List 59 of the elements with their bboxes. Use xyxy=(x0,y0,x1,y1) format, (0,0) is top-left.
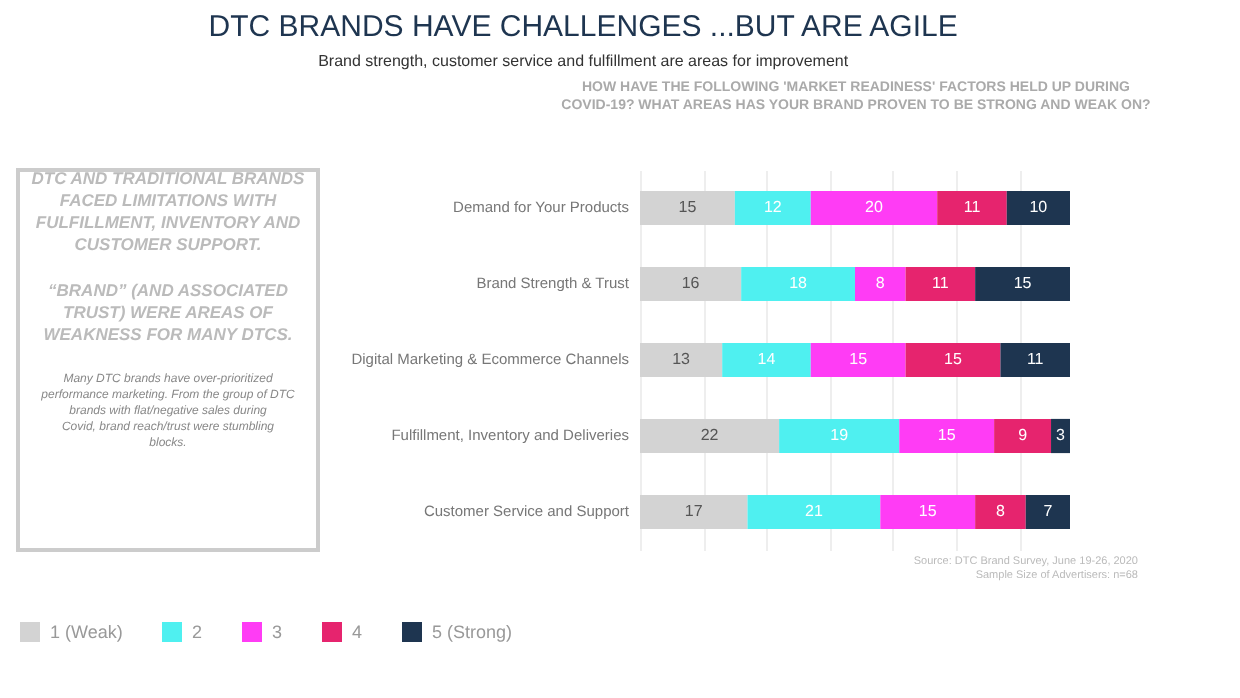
bar xyxy=(905,342,1001,378)
chart-title: DTC BRANDS HAVE CHALLENGES ...BUT ARE AGILE xyxy=(208,10,958,44)
bar xyxy=(905,266,976,302)
data-label: 10 xyxy=(1029,198,1049,216)
bar xyxy=(747,494,881,530)
legend-label: 5 (Strong) xyxy=(432,622,513,642)
bar xyxy=(734,190,811,226)
data-label: 21 xyxy=(804,502,824,520)
data-label: 15 xyxy=(918,502,938,520)
data-label: 11 xyxy=(963,198,982,216)
data-label: 8 xyxy=(995,502,1006,520)
data-label: 12 xyxy=(763,198,783,216)
bar xyxy=(1000,342,1070,378)
data-label: 7 xyxy=(1043,502,1054,520)
bar xyxy=(994,418,1052,454)
data-label: 22 xyxy=(700,426,720,444)
bar xyxy=(722,342,811,378)
data-label: 18 xyxy=(789,274,809,292)
data-label: 19 xyxy=(830,426,850,444)
legend-label: 3 xyxy=(272,622,283,642)
data-label: 11 xyxy=(932,274,950,292)
data-label: 15 xyxy=(944,350,964,368)
legend-label: 2 xyxy=(192,622,203,642)
text: “BRAND” (AND ASSOCIATED TRUST) WERE AREAS OF WEAKNESS FOR MANY DTCS. xyxy=(43,280,293,344)
data-label: 11 xyxy=(1026,350,1045,368)
bar xyxy=(640,342,723,378)
data-label: 13 xyxy=(672,350,692,368)
bar xyxy=(640,494,748,530)
data-label: 9 xyxy=(1018,426,1029,444)
data-label: 15 xyxy=(937,426,957,444)
bar xyxy=(899,418,995,454)
bar xyxy=(640,266,742,302)
data-label: 15 xyxy=(849,350,869,368)
bar xyxy=(1051,418,1070,454)
bar xyxy=(975,494,1026,530)
data-label: 17 xyxy=(684,502,704,520)
legend-label: 4 xyxy=(352,622,363,642)
data-label: 20 xyxy=(865,198,884,216)
bar xyxy=(1025,494,1070,530)
bar xyxy=(855,266,906,302)
data-label: 8 xyxy=(875,274,886,292)
data-label: 3 xyxy=(1056,426,1067,444)
bar xyxy=(880,494,976,530)
legend-label: 1 (Weak) xyxy=(50,622,123,642)
bar xyxy=(1006,190,1070,226)
bar xyxy=(810,342,906,378)
data-label: 15 xyxy=(678,198,698,216)
text: DTC AND TRADITIONAL BRANDS FACED LIMITATIONS WITH FULFILLMENT, INVENTORY AND CUSTOMER SUPPORT. xyxy=(31,168,306,254)
bar xyxy=(810,190,938,226)
data-label: 14 xyxy=(757,350,777,368)
bar xyxy=(640,190,735,226)
data-label: 16 xyxy=(681,274,701,292)
data-label: 15 xyxy=(1013,274,1033,292)
bar xyxy=(640,418,780,454)
bar xyxy=(779,418,900,454)
bar xyxy=(741,266,855,302)
chart-subtitle: Brand strength, customer service and fulfillment are areas for improvement xyxy=(318,52,850,70)
bar xyxy=(975,266,1070,302)
bar xyxy=(937,190,1007,226)
